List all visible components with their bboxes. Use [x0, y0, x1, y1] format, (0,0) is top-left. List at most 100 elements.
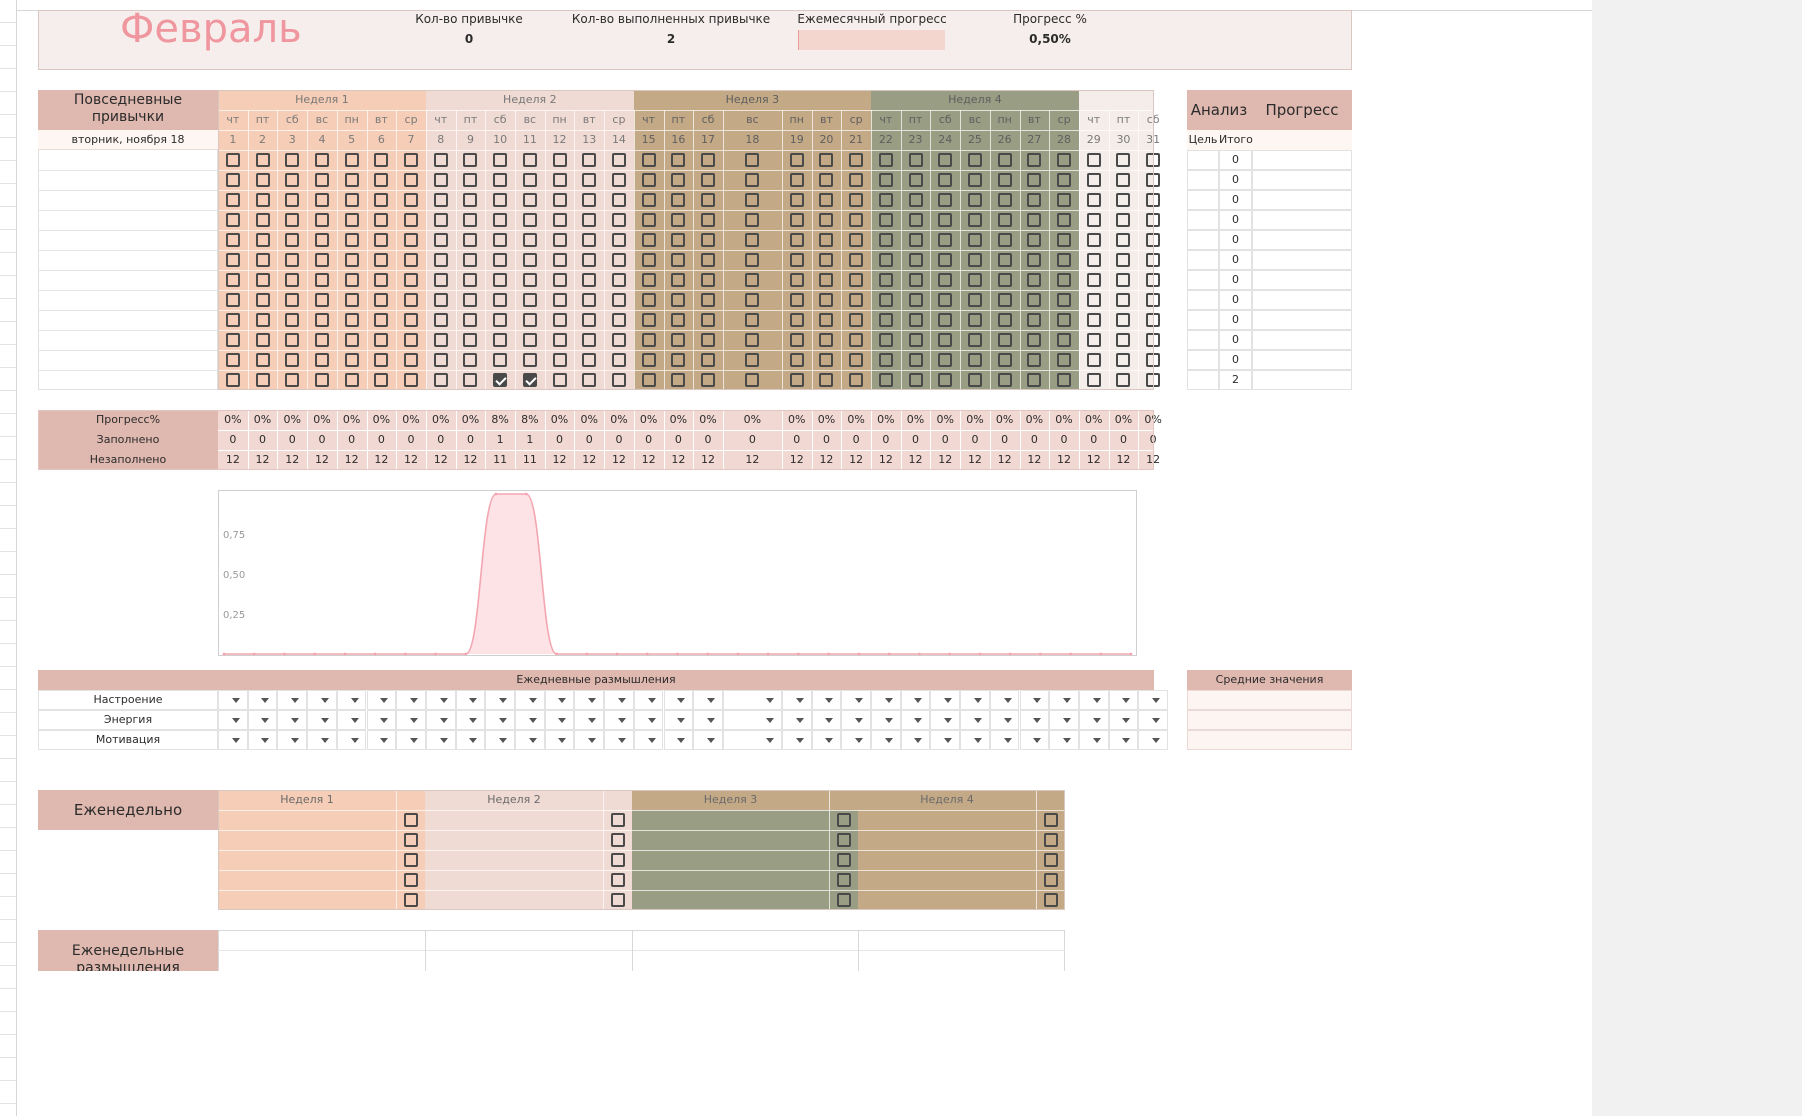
weekly-checkbox[interactable]	[1044, 873, 1058, 887]
habit-checkbox[interactable]	[522, 153, 537, 167]
habit-checkbox[interactable]	[255, 333, 270, 347]
habit-checkbox[interactable]	[582, 213, 597, 227]
habit-checkbox[interactable]	[997, 233, 1012, 247]
habit-checkbox[interactable]	[433, 253, 448, 267]
reflection-cell[interactable]	[1108, 730, 1139, 750]
habit-checkbox[interactable]	[789, 273, 804, 287]
habit-checkbox[interactable]	[344, 233, 359, 247]
habit-checkbox[interactable]	[1116, 193, 1131, 207]
dropdown-arrow-icon[interactable]	[914, 738, 923, 743]
habit-checkbox[interactable]	[745, 193, 760, 207]
habit-checkbox[interactable]	[938, 233, 953, 247]
habit-checkbox[interactable]	[671, 253, 686, 267]
habit-checkbox[interactable]	[908, 293, 923, 307]
habit-checkbox[interactable]	[745, 153, 760, 167]
habit-checkbox[interactable]	[255, 253, 270, 267]
habit-checkbox[interactable]	[938, 313, 953, 327]
habit-checkbox[interactable]	[344, 353, 359, 367]
habit-checkbox[interactable]	[701, 373, 716, 387]
habit-checkbox[interactable]	[819, 353, 834, 367]
habit-checkbox[interactable]	[255, 313, 270, 327]
habit-checkbox[interactable]	[314, 313, 329, 327]
reflection-cell[interactable]	[218, 710, 248, 730]
habit-checkbox[interactable]	[878, 353, 893, 367]
habit-checkbox[interactable]	[1057, 253, 1072, 267]
habit-checkbox[interactable]	[819, 213, 834, 227]
habit-checkbox[interactable]	[1116, 293, 1131, 307]
dropdown-arrow-icon[interactable]	[1033, 698, 1042, 703]
habit-name-row[interactable]	[38, 270, 218, 271]
habit-checkbox[interactable]	[1027, 273, 1042, 287]
habit-checkbox[interactable]	[1057, 213, 1072, 227]
habit-checkbox[interactable]	[611, 333, 626, 347]
reflection-cell[interactable]	[1138, 710, 1168, 730]
habit-checkbox[interactable]	[463, 313, 478, 327]
habit-checkbox[interactable]	[789, 333, 804, 347]
habit-checkbox[interactable]	[938, 213, 953, 227]
dropdown-arrow-icon[interactable]	[469, 738, 478, 743]
reflection-cell[interactable]	[811, 730, 842, 750]
habit-checkbox[interactable]	[374, 153, 389, 167]
habit-checkbox[interactable]	[255, 373, 270, 387]
habit-checkbox[interactable]	[463, 213, 478, 227]
habit-checkbox[interactable]	[641, 373, 656, 387]
habit-checkbox[interactable]	[374, 313, 389, 327]
habit-checkbox[interactable]	[1116, 213, 1131, 227]
habit-checkbox[interactable]	[967, 193, 982, 207]
habit-checkbox[interactable]	[1027, 233, 1042, 247]
habit-checkbox[interactable]	[285, 273, 300, 287]
habit-checkbox[interactable]	[552, 233, 567, 247]
habit-checkbox[interactable]	[552, 373, 567, 387]
habit-checkbox[interactable]	[849, 373, 864, 387]
habit-checkbox[interactable]	[745, 253, 760, 267]
habit-checkbox[interactable]	[819, 253, 834, 267]
habit-checkbox[interactable]	[344, 293, 359, 307]
habit-checkbox[interactable]	[611, 313, 626, 327]
reflection-cell[interactable]	[663, 730, 694, 750]
habit-checkbox[interactable]	[374, 213, 389, 227]
dropdown-arrow-icon[interactable]	[558, 738, 567, 743]
habit-checkbox[interactable]	[819, 193, 834, 207]
habit-checkbox[interactable]	[314, 193, 329, 207]
habit-checkbox[interactable]	[849, 333, 864, 347]
habit-checkbox[interactable]	[404, 213, 419, 227]
habit-checkbox[interactable]	[967, 153, 982, 167]
habit-checkbox[interactable]	[967, 273, 982, 287]
habit-checkbox[interactable]	[225, 213, 240, 227]
habit-checkbox[interactable]	[1027, 333, 1042, 347]
dropdown-arrow-icon[interactable]	[795, 718, 804, 723]
dropdown-arrow-icon[interactable]	[1122, 718, 1131, 723]
reflection-cell[interactable]	[455, 690, 486, 710]
dropdown-arrow-icon[interactable]	[1033, 718, 1042, 723]
habit-checkbox[interactable]	[967, 353, 982, 367]
dropdown-arrow-icon[interactable]	[973, 698, 982, 703]
habit-checkbox[interactable]	[745, 213, 760, 227]
habit-checkbox[interactable]	[819, 273, 834, 287]
habit-checkbox[interactable]	[582, 273, 597, 287]
habit-checkbox[interactable]	[285, 353, 300, 367]
reflection-cell[interactable]	[247, 710, 278, 730]
habit-checkbox[interactable]	[997, 353, 1012, 367]
habit-name-row[interactable]	[38, 330, 218, 331]
habit-checkbox[interactable]	[255, 193, 270, 207]
reflection-cell[interactable]	[425, 730, 456, 750]
dropdown-arrow-icon[interactable]	[1003, 698, 1012, 703]
habit-checkbox[interactable]	[582, 233, 597, 247]
habit-checkbox[interactable]	[463, 253, 478, 267]
habit-checkbox[interactable]	[997, 273, 1012, 287]
habit-checkbox[interactable]	[493, 333, 508, 347]
habit-checkbox[interactable]	[745, 273, 760, 287]
habit-checkbox[interactable]	[1086, 233, 1101, 247]
habit-checkbox[interactable]	[493, 153, 508, 167]
habit-checkbox[interactable]	[225, 313, 240, 327]
dropdown-arrow-icon[interactable]	[1152, 698, 1160, 703]
dropdown-arrow-icon[interactable]	[261, 718, 270, 723]
habit-checkbox[interactable]	[314, 333, 329, 347]
habit-checkbox[interactable]	[849, 173, 864, 187]
reflection-cell[interactable]	[247, 730, 278, 750]
habit-checkbox[interactable]	[314, 233, 329, 247]
habit-checkbox[interactable]	[582, 313, 597, 327]
reflection-cell[interactable]	[366, 730, 397, 750]
dropdown-arrow-icon[interactable]	[1152, 718, 1160, 723]
habit-checkbox[interactable]	[789, 213, 804, 227]
